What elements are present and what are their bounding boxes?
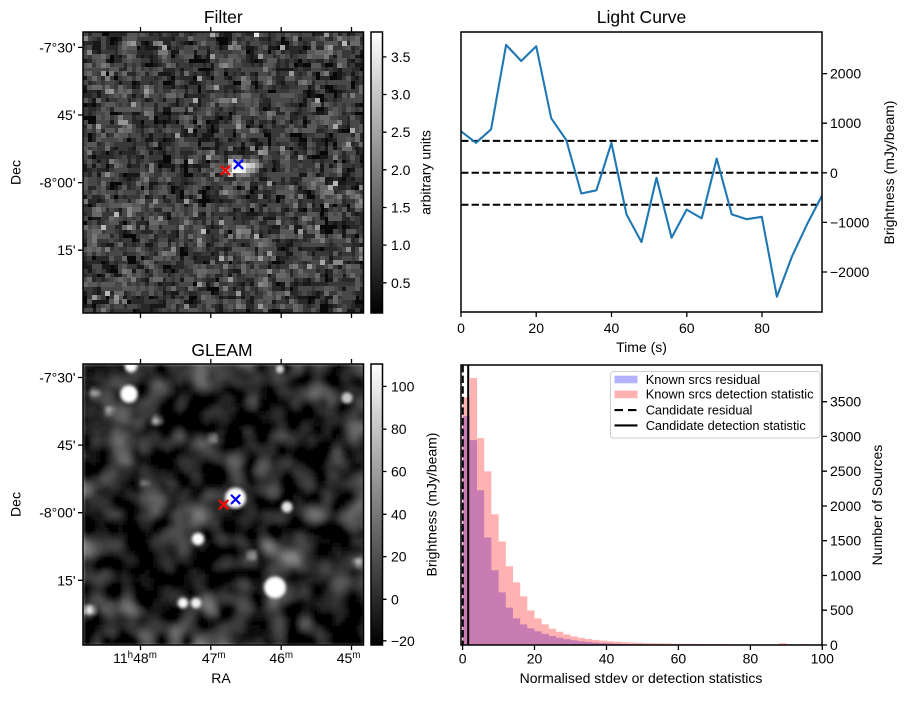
svg-text:45': 45' (57, 107, 75, 123)
svg-text:60: 60 (679, 320, 695, 336)
svg-text:0: 0 (457, 320, 465, 336)
svg-text:100: 100 (811, 651, 835, 667)
svg-text:3500: 3500 (830, 394, 861, 410)
svg-text:-8°00': -8°00' (39, 175, 75, 191)
svg-text:2000: 2000 (830, 66, 861, 82)
svg-text:Number of Sources: Number of Sources (869, 445, 885, 566)
svg-text:20: 20 (391, 549, 407, 565)
svg-text:0.5: 0.5 (391, 275, 411, 291)
svg-text:Light Curve: Light Curve (597, 7, 687, 27)
svg-text:Dec: Dec (8, 160, 24, 185)
svg-text:2.0: 2.0 (391, 162, 411, 178)
svg-text:40: 40 (604, 320, 620, 336)
svg-text:Time (s): Time (s) (616, 339, 667, 355)
svg-text:Brightness (mJy/beam): Brightness (mJy/beam) (881, 101, 897, 245)
svg-text:Brightness (mJy/beam): Brightness (mJy/beam) (424, 433, 440, 577)
svg-text:80: 80 (743, 651, 759, 667)
svg-text:1000: 1000 (830, 115, 861, 131)
svg-text:80: 80 (754, 320, 770, 336)
svg-text:-7°30': -7°30' (39, 39, 75, 55)
svg-text:3.0: 3.0 (391, 87, 411, 103)
svg-text:−2000: −2000 (830, 264, 870, 280)
svg-text:40: 40 (391, 506, 407, 522)
svg-text:45': 45' (57, 437, 75, 453)
svg-text:2.5: 2.5 (391, 124, 411, 140)
svg-text:500: 500 (830, 602, 854, 618)
svg-text:1500: 1500 (830, 533, 861, 549)
svg-text:15': 15' (57, 242, 75, 258)
svg-text:80: 80 (391, 421, 407, 437)
svg-text:Normalised stdev or detection: Normalised stdev or detection statistics (520, 670, 763, 686)
svg-text:1.0: 1.0 (391, 237, 411, 253)
svg-text:0: 0 (459, 651, 467, 667)
svg-text:Known srcs detection statistic: Known srcs detection statistic (646, 387, 814, 402)
svg-text:arbitrary units: arbitrary units (418, 130, 434, 215)
svg-text:−20: −20 (391, 633, 415, 649)
svg-text:60: 60 (391, 464, 407, 480)
svg-text:Filter: Filter (204, 7, 243, 27)
svg-text:2000: 2000 (830, 498, 861, 514)
svg-text:3000: 3000 (830, 428, 861, 444)
svg-text:Known srcs residual: Known srcs residual (646, 372, 761, 387)
svg-text:20: 20 (528, 320, 544, 336)
svg-text:Dec: Dec (8, 492, 24, 517)
svg-text:2500: 2500 (830, 463, 861, 479)
svg-text:Candidate residual: Candidate residual (646, 403, 753, 418)
svg-text:0: 0 (830, 165, 838, 181)
svg-text:100: 100 (391, 378, 415, 394)
svg-text:0: 0 (830, 637, 838, 653)
svg-text:−1000: −1000 (830, 214, 870, 230)
svg-text:-7°30': -7°30' (39, 370, 75, 386)
svg-text:1000: 1000 (830, 568, 861, 584)
svg-text:20: 20 (527, 651, 543, 667)
svg-text:0: 0 (391, 591, 399, 607)
svg-text:Candidate detection statistic: Candidate detection statistic (646, 418, 807, 433)
svg-text:GLEAM: GLEAM (191, 340, 252, 360)
svg-text:40: 40 (599, 651, 615, 667)
svg-text:1.5: 1.5 (391, 200, 411, 216)
svg-text:60: 60 (671, 651, 687, 667)
svg-text:11h48m: 11h48m (113, 650, 157, 666)
svg-text:RA: RA (211, 670, 231, 686)
svg-text:15': 15' (57, 572, 75, 588)
svg-text:3.5: 3.5 (391, 49, 411, 65)
svg-text:-8°00': -8°00' (39, 505, 75, 521)
